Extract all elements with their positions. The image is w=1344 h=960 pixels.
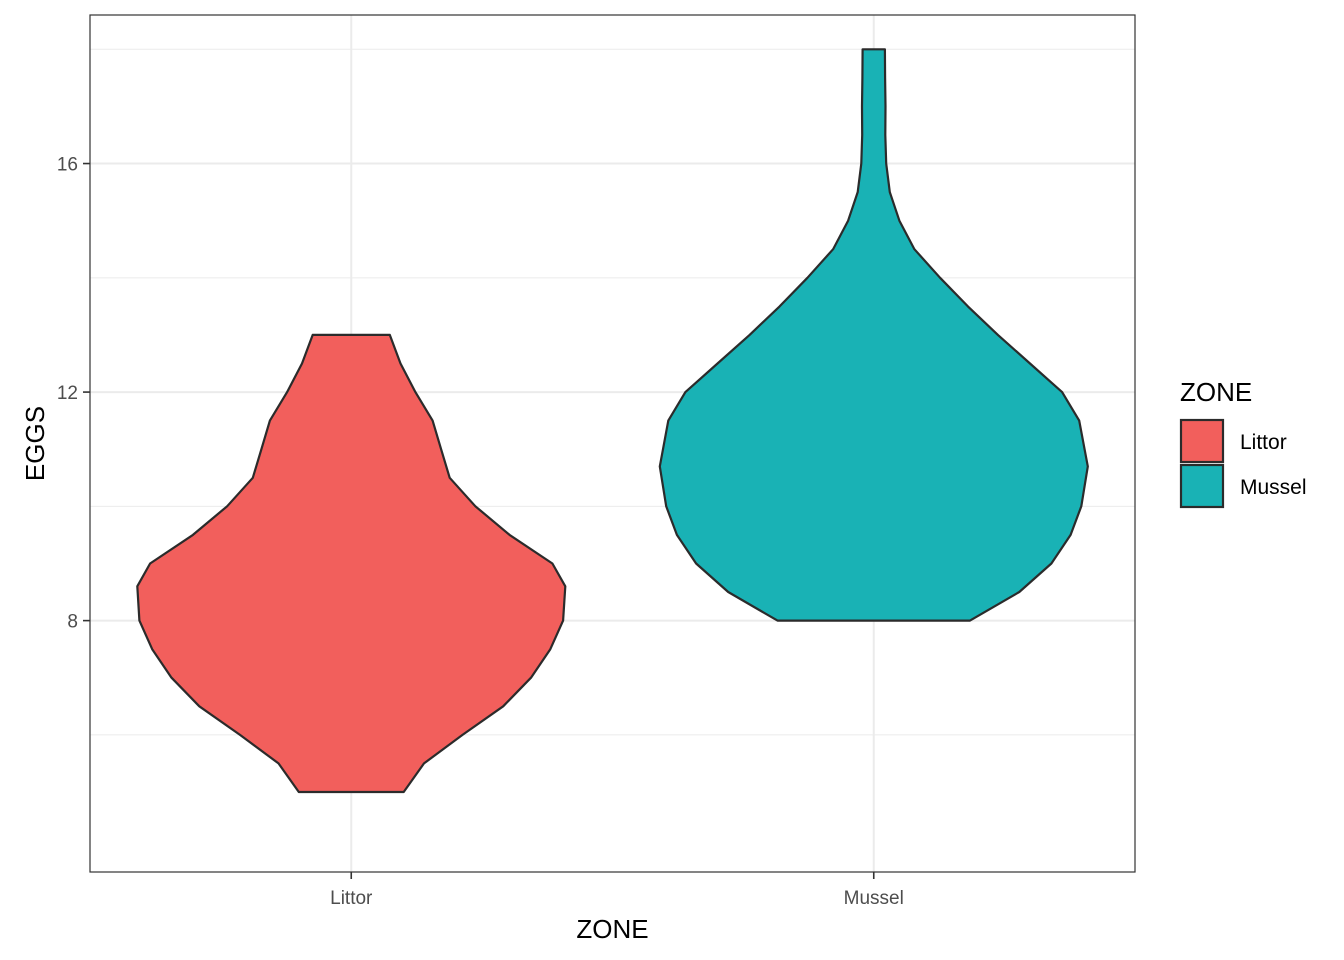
y-tick-label: 8 <box>67 612 78 633</box>
y-axis-title: EGGS <box>20 406 50 481</box>
legend: ZONE Littor Mussel <box>1179 377 1307 509</box>
x-axis: Littor Mussel <box>330 872 904 909</box>
panel-border <box>89 14 1136 873</box>
legend-label-littor: Littor <box>1240 431 1287 454</box>
y-tick-label: 12 <box>57 383 78 404</box>
violin-mussel <box>658 48 1089 622</box>
x-axis-title: ZONE <box>576 914 648 944</box>
legend-title: ZONE <box>1180 377 1252 407</box>
legend-key-mussel <box>1179 463 1225 509</box>
x-tick-label: Mussel <box>844 888 904 909</box>
x-tick-label: Littor <box>330 888 373 909</box>
violins <box>136 48 1089 794</box>
y-axis: 8 12 16 <box>57 155 90 633</box>
y-tick-label: 16 <box>57 155 78 176</box>
legend-label-mussel: Mussel <box>1240 476 1307 499</box>
violin-littor <box>136 333 567 794</box>
legend-key-littor <box>1179 418 1225 464</box>
